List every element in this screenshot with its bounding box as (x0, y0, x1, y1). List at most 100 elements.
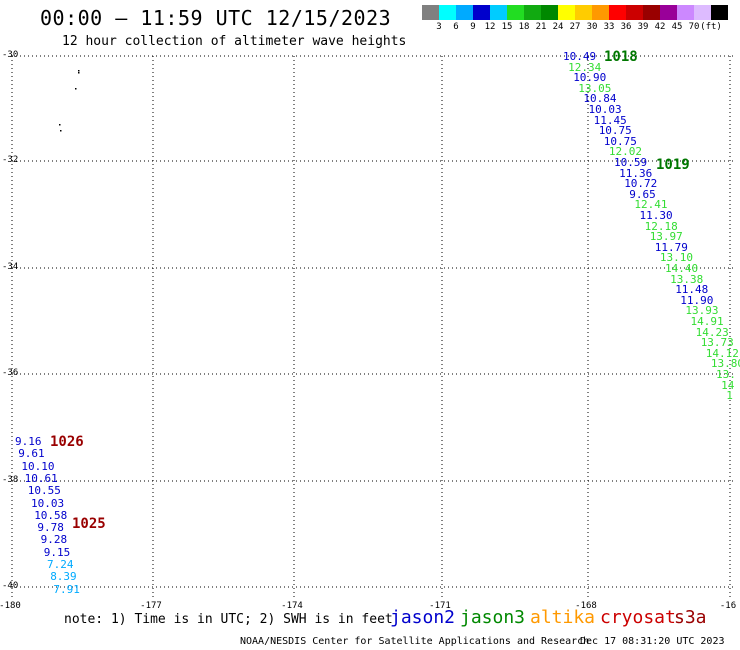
scale-swatch (643, 5, 660, 20)
wave-height-value: 13.10 (659, 251, 694, 265)
longitude-label: -180 (0, 601, 21, 611)
wave-height-value: 12.18 (644, 219, 678, 233)
wave-height-value: 13.73 (700, 336, 734, 350)
wave-height-value: 11.79 (654, 240, 688, 254)
island-dot (78, 72, 80, 74)
longitude-label: -177 (140, 601, 162, 611)
wave-height-value: 10.90 (573, 71, 607, 85)
wave-height-value: 14.40 (665, 262, 699, 275)
scale-swatch (439, 5, 456, 20)
scale-swatch (694, 5, 711, 20)
map-subtitle: 12 hour collection of altimeter wave hei… (62, 34, 407, 49)
scale-label: 27 (569, 22, 581, 32)
note-text: note: 1) Time is in UTC; 2) SWH is in fe… (64, 612, 393, 627)
latitude-label: -38 (2, 475, 19, 485)
pressure-1019: 1019 (656, 157, 690, 173)
scale-label: 18 (518, 22, 530, 32)
wave-height-value: 10.75 (603, 134, 637, 148)
wave-height-value: 9.78 (37, 521, 64, 535)
wave-height-value: 10.75 (598, 124, 632, 138)
wave-height-value: 9.28 (40, 533, 68, 547)
wave-height-value: 13.38 (670, 272, 704, 286)
scale-swatch (575, 5, 592, 20)
scale-label: 30 (586, 22, 598, 32)
wave-height-value: 13.05 (578, 81, 612, 95)
scale-swatch (626, 5, 643, 20)
footer-credit: NOAA/NESDIS Center for Satellite Applica… (240, 636, 590, 647)
wave-height-value: 7.24 (47, 558, 74, 571)
wave-height-value: 10.49 (563, 50, 597, 63)
legend-cryosat: cryosat (600, 607, 676, 628)
wave-height-value: 10.03 (31, 496, 65, 510)
scale-swatch (422, 5, 439, 20)
wave-height-value: 14 (721, 378, 735, 392)
wave-height-value: 9.15 (43, 545, 71, 559)
pressure-1025: 1025 (72, 516, 106, 532)
scale-swatch (592, 5, 609, 20)
wave-height-value: 9.61 (18, 447, 45, 461)
legend-altika: altika (530, 607, 596, 628)
scale-label: 3 (436, 22, 442, 32)
wave-height-value: 11.30 (639, 209, 673, 222)
wave-height-value: 10.10 (21, 459, 55, 473)
color-scale (422, 5, 728, 20)
wave-height-value: 10.61 (24, 471, 58, 485)
wave-height-value: 11.45 (593, 113, 627, 127)
scale-label: 6 (453, 22, 459, 32)
wave-height-value: 10.72 (624, 177, 658, 191)
scale-swatch (609, 5, 626, 20)
island-dot (59, 124, 61, 126)
wave-height-value: 11.36 (619, 166, 653, 180)
scale-swatch (490, 5, 507, 20)
scale-label: 21 (535, 22, 547, 32)
wave-height-value: 10.59 (614, 156, 648, 169)
pressure-1026: 1026 (50, 434, 84, 450)
scale-label: 36 (620, 22, 632, 32)
wave-height-value: 11.48 (675, 283, 709, 297)
wave-height-value: 14.91 (690, 315, 724, 328)
scale-label: 33 (603, 22, 615, 32)
scale-label: 24 (552, 22, 564, 32)
wave-height-value: 11.90 (680, 293, 714, 307)
pressure-1018: 1018 (604, 49, 638, 65)
wave-height-value: 14.23 (695, 325, 729, 339)
wave-height-value: 10.58 (34, 508, 68, 522)
wave-height-value: 12.34 (568, 60, 602, 74)
scale-swatch (473, 5, 490, 20)
wave-height-value: 13.93 (685, 304, 719, 318)
wave-height-value: 1 (726, 389, 733, 403)
scale-label: (ft) (700, 22, 722, 32)
wave-height-value: 10.55 (27, 484, 61, 498)
scale-label: 70 (688, 22, 700, 32)
island-dot (78, 70, 80, 72)
longitude-label: -168 (575, 601, 597, 611)
scale-swatch (541, 5, 558, 20)
latitude-label: -40 (2, 581, 19, 591)
wave-height-value: 13. (716, 368, 736, 381)
latitude-label: -30 (2, 50, 19, 60)
latitude-label: -34 (2, 262, 19, 272)
footer-timestamp: Dec 17 08:31:20 UTC 2023 (580, 636, 725, 647)
scale-label: 39 (637, 22, 649, 32)
wave-height-value: 14.12 (705, 346, 739, 360)
island-dot (75, 88, 77, 90)
scale-swatch (677, 5, 694, 20)
wave-height-value: 7.91 (53, 582, 80, 596)
scale-label: 15 (501, 22, 513, 32)
scale-swatch (558, 5, 575, 20)
legend-jason3: jason3 (460, 607, 526, 628)
wave-height-value: 8.39 (50, 570, 77, 584)
longitude-label: -174 (281, 601, 303, 611)
scale-label: 12 (484, 22, 496, 32)
scale-label: 45 (671, 22, 683, 32)
wave-height-value: 13.97 (649, 230, 683, 244)
scale-swatch (524, 5, 541, 20)
island-dot (60, 130, 62, 132)
wave-height-value: 9.65 (629, 187, 656, 201)
latitude-label: -36 (2, 368, 19, 378)
legend-jason2: jason2 (390, 607, 456, 628)
wave-height-value: 10.84 (583, 92, 617, 106)
scale-swatch (507, 5, 524, 20)
